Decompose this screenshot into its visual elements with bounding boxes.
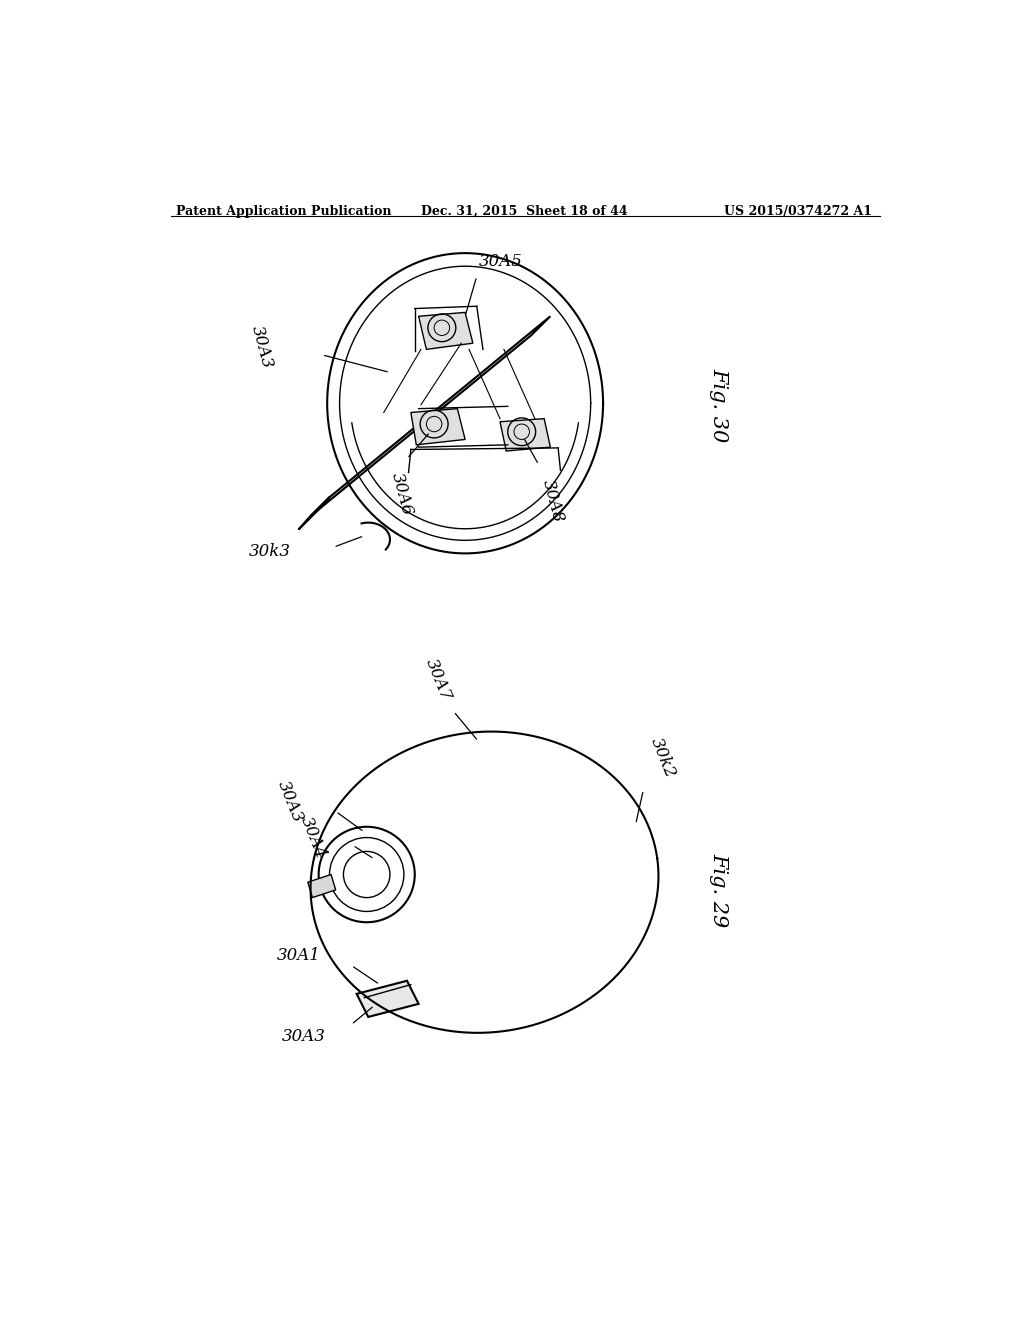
Polygon shape — [310, 317, 550, 516]
Polygon shape — [500, 418, 550, 451]
Text: Fig. 29: Fig. 29 — [710, 853, 728, 927]
Text: Fig. 30: Fig. 30 — [710, 368, 728, 442]
Polygon shape — [411, 409, 465, 445]
Text: US 2015/0374272 A1: US 2015/0374272 A1 — [724, 205, 872, 218]
Text: 30A3: 30A3 — [274, 777, 306, 825]
Text: 30A6: 30A6 — [388, 470, 416, 517]
Text: 30k3: 30k3 — [249, 543, 291, 560]
Text: 30A3: 30A3 — [282, 1028, 326, 1044]
Text: 30k2: 30k2 — [647, 735, 679, 780]
Text: 30A8: 30A8 — [539, 478, 566, 525]
Text: Patent Application Publication: Patent Application Publication — [176, 205, 391, 218]
Text: 30A5: 30A5 — [478, 253, 522, 271]
Polygon shape — [419, 313, 473, 350]
Text: Dec. 31, 2015  Sheet 18 of 44: Dec. 31, 2015 Sheet 18 of 44 — [422, 205, 628, 218]
Polygon shape — [299, 498, 330, 529]
Text: 30A7: 30A7 — [422, 656, 454, 704]
Polygon shape — [356, 981, 419, 1016]
Text: 30A3: 30A3 — [248, 323, 275, 371]
Circle shape — [318, 826, 415, 923]
Text: 30A4: 30A4 — [297, 814, 330, 861]
Text: 30A1: 30A1 — [276, 946, 321, 964]
Polygon shape — [308, 875, 336, 898]
